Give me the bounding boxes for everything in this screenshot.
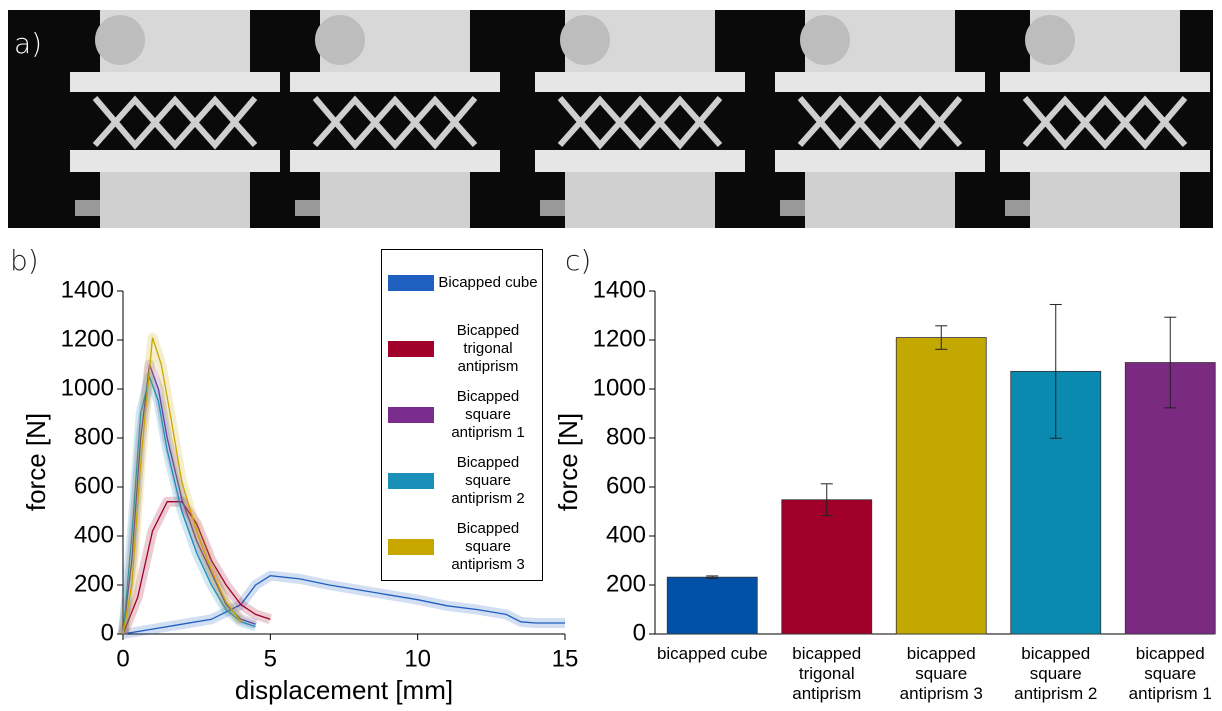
panel-label: a) xyxy=(14,27,42,60)
flange xyxy=(1000,150,1210,172)
screw xyxy=(1005,200,1030,216)
flange xyxy=(535,150,745,172)
figure: a) b) c) displacement [mm] force [N] for… xyxy=(0,0,1222,711)
y-tick-label: 0 xyxy=(101,619,114,646)
machine-bottom xyxy=(1030,172,1180,228)
legend-entry: Bicapped trigonal antiprism xyxy=(382,316,542,382)
y-tick-label: 200 xyxy=(74,570,114,597)
panel-label: c) xyxy=(565,244,591,277)
knob xyxy=(95,15,145,65)
machine-bottom xyxy=(565,172,715,228)
flange xyxy=(1000,72,1210,92)
x-tick-label: bicapped cube xyxy=(656,644,768,664)
y-tick-label: 1200 xyxy=(61,325,114,352)
machine-bottom xyxy=(805,172,955,228)
x-tick-label: 0 xyxy=(116,645,129,672)
knob xyxy=(315,15,365,65)
legend-entry: Bicapped square antiprism 3 xyxy=(382,514,542,580)
screw xyxy=(780,200,805,216)
y-tick-label: 200 xyxy=(606,570,646,597)
y-tick-label: 1000 xyxy=(61,374,114,401)
y-axis-label: force [N] xyxy=(21,413,51,511)
bar xyxy=(667,577,757,634)
x-tick-label: bicapped square antiprism 1 xyxy=(1114,644,1222,704)
y-axis-label: force [N] xyxy=(553,413,583,511)
legend-swatch xyxy=(388,539,434,555)
y-tick-label: 1000 xyxy=(593,374,646,401)
chart: a) b) c) displacement [mm] force [N] for… xyxy=(0,0,1222,711)
screw xyxy=(295,200,320,216)
x-tick-label: 10 xyxy=(404,645,431,672)
x-tick-label: 5 xyxy=(264,645,277,672)
legend-entry: Bicapped cube xyxy=(382,250,542,316)
y-tick-label: 0 xyxy=(633,619,646,646)
flange xyxy=(775,72,985,92)
x-tick-label: bicapped square antiprism 2 xyxy=(1000,644,1112,704)
screw xyxy=(540,200,565,216)
knob xyxy=(800,15,850,65)
legend-label: Bicapped trigonal antiprism xyxy=(438,316,538,382)
y-tick-label: 1200 xyxy=(593,325,646,352)
y-tick-label: 400 xyxy=(74,521,114,548)
legend-entry: Bicapped square antiprism 2 xyxy=(382,448,542,514)
legend-label: Bicapped square antiprism 2 xyxy=(438,448,538,514)
screw xyxy=(75,200,100,216)
y-tick-label: 600 xyxy=(606,472,646,499)
y-tick-label: 800 xyxy=(606,423,646,450)
legend-label: Bicapped cube xyxy=(438,250,538,316)
flange xyxy=(70,72,280,92)
machine-bottom xyxy=(320,172,470,228)
flange xyxy=(535,72,745,92)
x-tick-label: 15 xyxy=(552,645,579,672)
legend-swatch xyxy=(388,275,434,291)
knob xyxy=(1025,15,1075,65)
legend-label: Bicapped square antiprism 1 xyxy=(438,382,538,448)
bar xyxy=(896,338,986,634)
y-tick-label: 600 xyxy=(74,472,114,499)
y-tick-label: 400 xyxy=(606,521,646,548)
x-tick-label: bicapped trigonal antiprism xyxy=(771,644,883,704)
flange xyxy=(290,150,500,172)
x-axis-label: displacement [mm] xyxy=(235,675,453,705)
panel-label: b) xyxy=(10,244,39,277)
legend-swatch xyxy=(388,473,434,489)
band xyxy=(123,576,565,634)
y-tick-label: 1400 xyxy=(61,276,114,303)
legend-label: Bicapped square antiprism 3 xyxy=(438,514,538,580)
flange xyxy=(70,150,280,172)
legend-swatch xyxy=(388,341,434,357)
legend-swatch xyxy=(388,407,434,423)
flange xyxy=(290,72,500,92)
y-tick-label: 1400 xyxy=(593,276,646,303)
flange xyxy=(775,150,985,172)
machine-bottom xyxy=(100,172,250,228)
x-tick-label: bicapped square antiprism 3 xyxy=(885,644,997,704)
knob xyxy=(560,15,610,65)
y-tick-label: 800 xyxy=(74,423,114,450)
legend-entry: Bicapped square antiprism 1 xyxy=(382,382,542,448)
bar xyxy=(782,500,872,634)
